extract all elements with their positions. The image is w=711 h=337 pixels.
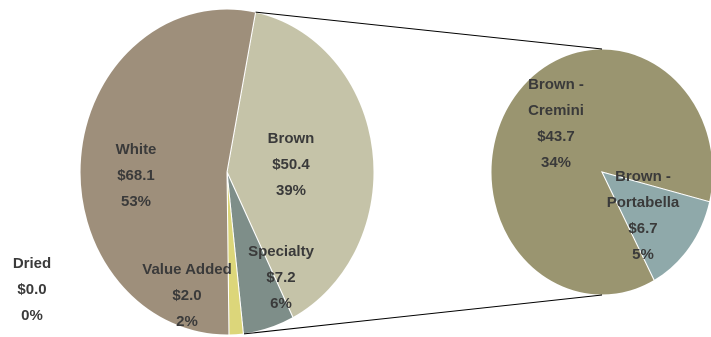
label-cremini-value: $43.7 [537,128,575,145]
main-pie [79,8,375,336]
label-dried-name: Dried [13,255,51,272]
label-value-added-name: Value Added [142,261,231,278]
label-white-name: White [116,141,157,158]
slice-brown-cremini [490,48,711,296]
slice-brown [226,11,375,319]
label-specialty: Specialty $7.2 6% [248,243,315,312]
label-white-percent: 53% [121,193,151,210]
label-portabella-value: $6.7 [628,220,657,237]
label-value-added-percent: 2% [176,313,198,330]
label-white: White $68.1 53% [116,141,157,210]
label-portabella: Brown - Portabella $6.7 5% [607,168,680,263]
label-portabella-percent: 5% [632,246,654,263]
label-dried-percent: 0% [21,307,43,324]
slice-brown-portabella [601,171,711,282]
label-dried: Dried $0.0 0% [13,255,51,324]
label-cremini-percent: 34% [541,154,571,171]
label-value-added-value: $2.0 [172,287,201,304]
label-brown-percent: 39% [276,182,306,199]
label-brown: Brown $50.4 39% [268,130,315,199]
connector-line-top [255,11,603,50]
label-specialty-percent: 6% [270,295,292,312]
label-cremini-line2: Cremini [528,102,584,119]
slice-white [79,8,257,336]
connector-line-bottom [243,294,603,335]
label-brown-value: $50.4 [272,156,310,173]
label-cremini-line1: Brown - [528,76,584,93]
label-dried-value: $0.0 [17,281,46,298]
label-portabella-line1: Brown - [615,168,671,185]
label-value-added: Value Added $2.0 2% [142,261,231,330]
label-cremini: Brown - Cremini $43.7 34% [528,76,584,171]
secondary-pie [490,48,711,296]
label-specialty-value: $7.2 [266,269,295,286]
label-specialty-name: Specialty [248,243,315,260]
label-brown-name: Brown [268,130,315,147]
label-portabella-line2: Portabella [607,194,680,211]
label-white-value: $68.1 [117,167,155,184]
pie-connector-lines [243,11,603,335]
